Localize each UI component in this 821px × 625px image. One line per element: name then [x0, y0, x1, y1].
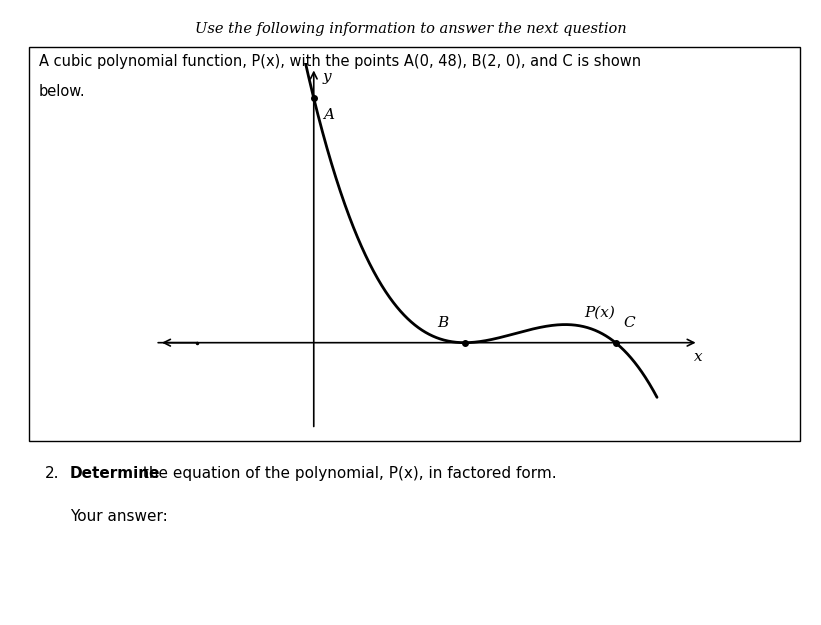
Text: Use the following information to answer the next question: Use the following information to answer …	[195, 22, 626, 36]
Text: x: x	[694, 351, 702, 364]
Text: C: C	[623, 316, 635, 330]
Text: 2.: 2.	[45, 466, 60, 481]
Text: A cubic polynomial function, P(x), with the points A(0, 48), B(2, 0), and C is s: A cubic polynomial function, P(x), with …	[39, 54, 640, 69]
Text: the equation of the polynomial, P(x), in factored form.: the equation of the polynomial, P(x), in…	[138, 466, 557, 481]
Text: P(x): P(x)	[584, 306, 615, 319]
Text: A: A	[323, 108, 334, 122]
Text: B: B	[437, 316, 448, 330]
Text: y: y	[323, 70, 332, 84]
Text: below.: below.	[39, 84, 85, 99]
Text: Determine: Determine	[70, 466, 160, 481]
Text: Your answer:: Your answer:	[70, 509, 167, 524]
